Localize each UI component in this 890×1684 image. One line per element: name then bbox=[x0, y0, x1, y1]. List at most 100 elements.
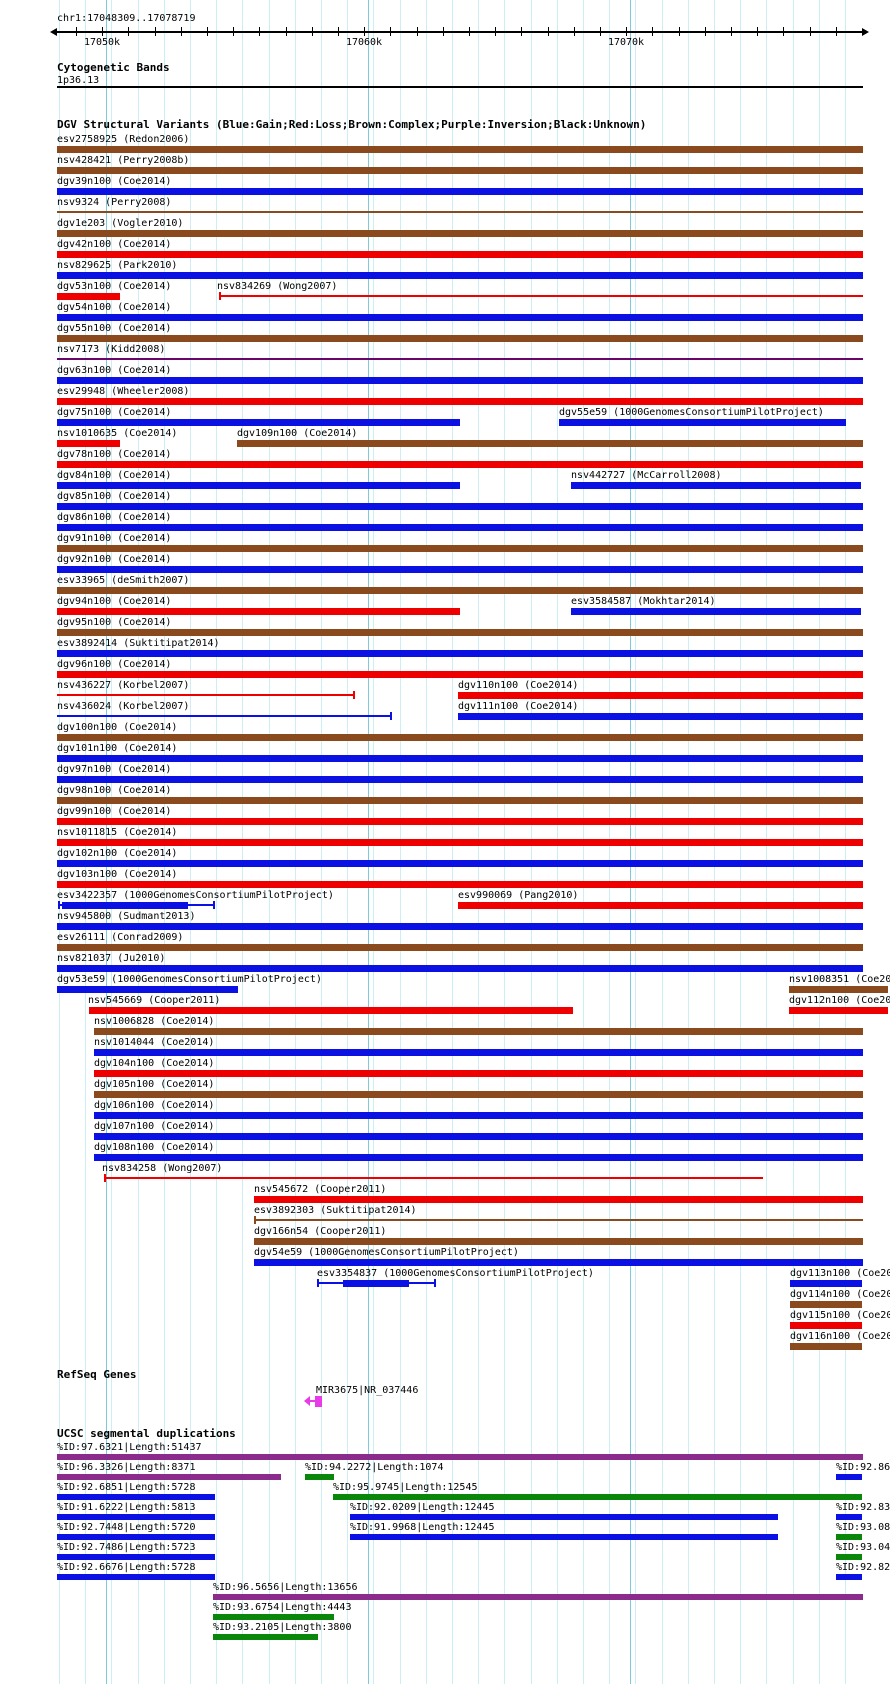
variant-bar[interactable] bbox=[57, 377, 863, 384]
segdup-bar[interactable] bbox=[350, 1514, 778, 1520]
variant-bar[interactable] bbox=[57, 188, 863, 195]
variant-bar[interactable] bbox=[571, 482, 861, 489]
segdup-bar[interactable] bbox=[213, 1634, 318, 1640]
cytogenetic-band-bar[interactable] bbox=[57, 86, 863, 88]
variant-label: nsv545672 (Cooper2011) bbox=[254, 1184, 387, 1195]
segdup-bar[interactable] bbox=[350, 1534, 778, 1540]
variant-bar[interactable] bbox=[789, 1007, 888, 1014]
variant-bar[interactable] bbox=[57, 440, 120, 447]
variant-bar[interactable] bbox=[94, 1070, 863, 1077]
variant-bar[interactable] bbox=[57, 839, 863, 846]
variant-bar[interactable] bbox=[94, 1091, 863, 1098]
variant-end-tick bbox=[254, 1216, 256, 1224]
variant-bar[interactable] bbox=[57, 755, 863, 762]
segdup-bar[interactable] bbox=[305, 1474, 334, 1480]
segdup-bar[interactable] bbox=[836, 1534, 862, 1540]
variant-bar[interactable] bbox=[254, 1196, 863, 1203]
variant-bar[interactable] bbox=[57, 398, 863, 405]
variant-bar[interactable] bbox=[94, 1028, 863, 1035]
segdup-bar[interactable] bbox=[213, 1594, 863, 1600]
variant-label: dgv98n100 (Coe2014) bbox=[57, 785, 172, 796]
variant-bar[interactable] bbox=[458, 692, 863, 699]
ruler-tick bbox=[102, 27, 104, 36]
variant-label: nsv829625 (Park2010) bbox=[57, 260, 178, 271]
variant-bar[interactable] bbox=[559, 419, 846, 426]
variant-label: nsv945800 (Sudmant2013) bbox=[57, 911, 196, 922]
segdup-label: %ID:97.6321|Length:51437 bbox=[57, 1442, 202, 1453]
variant-bar[interactable] bbox=[94, 1049, 863, 1056]
variant-bar[interactable] bbox=[57, 650, 863, 657]
variant-bar[interactable] bbox=[57, 293, 120, 300]
variant-bar[interactable] bbox=[57, 167, 863, 174]
segdup-bar[interactable] bbox=[836, 1554, 862, 1560]
variant-bar[interactable] bbox=[57, 818, 863, 825]
variant-whisker-box[interactable] bbox=[343, 1280, 409, 1287]
variant-bar[interactable] bbox=[57, 545, 863, 552]
variant-bar[interactable] bbox=[458, 902, 863, 909]
variant-bar[interactable] bbox=[57, 776, 863, 783]
variant-bar[interactable] bbox=[57, 566, 863, 573]
variant-bar[interactable] bbox=[57, 944, 863, 951]
variant-bar[interactable] bbox=[57, 734, 863, 741]
variant-bar[interactable] bbox=[789, 986, 888, 993]
variant-whisker-box[interactable] bbox=[62, 902, 188, 909]
variant-bar[interactable] bbox=[57, 587, 863, 594]
variant-bar[interactable] bbox=[237, 440, 863, 447]
variant-bar[interactable] bbox=[57, 230, 863, 237]
variant-bar[interactable] bbox=[57, 419, 460, 426]
variant-bar[interactable] bbox=[254, 1259, 863, 1266]
segdup-bar[interactable] bbox=[213, 1614, 334, 1620]
variant-bar[interactable] bbox=[57, 881, 863, 888]
variant-bar[interactable] bbox=[94, 1133, 863, 1140]
variant-bar[interactable] bbox=[94, 1112, 863, 1119]
segdup-bar[interactable] bbox=[836, 1574, 862, 1580]
variant-bar[interactable] bbox=[57, 860, 863, 867]
variant-bar[interactable] bbox=[57, 482, 460, 489]
segdup-bar[interactable] bbox=[836, 1514, 862, 1520]
variant-bar[interactable] bbox=[57, 671, 863, 678]
variant-thin-line[interactable] bbox=[57, 358, 863, 360]
variant-bar[interactable] bbox=[57, 335, 863, 342]
variant-bar[interactable] bbox=[57, 461, 863, 468]
variant-thin-line[interactable] bbox=[254, 1219, 863, 1221]
variant-bar[interactable] bbox=[790, 1343, 862, 1350]
gene-intron-line bbox=[308, 1400, 316, 1402]
segdup-bar[interactable] bbox=[57, 1534, 215, 1540]
variant-thin-line[interactable] bbox=[57, 694, 355, 696]
segdup-bar[interactable] bbox=[57, 1514, 215, 1520]
variant-bar[interactable] bbox=[57, 524, 863, 531]
gene-exon-block[interactable] bbox=[315, 1396, 322, 1407]
variant-bar[interactable] bbox=[57, 986, 238, 993]
variant-bar[interactable] bbox=[57, 503, 863, 510]
segdup-label: %ID:92.7486|Length:5723 bbox=[57, 1542, 196, 1553]
segdup-label: %ID:92.6851|Length:5728 bbox=[57, 1482, 196, 1493]
segdup-bar[interactable] bbox=[57, 1494, 215, 1500]
segdup-bar[interactable] bbox=[57, 1554, 215, 1560]
variant-bar[interactable] bbox=[57, 923, 863, 930]
variant-bar[interactable] bbox=[89, 1007, 573, 1014]
segdup-bar[interactable] bbox=[333, 1494, 862, 1500]
variant-bar[interactable] bbox=[57, 608, 460, 615]
segdup-bar[interactable] bbox=[57, 1454, 863, 1460]
variant-bar[interactable] bbox=[790, 1301, 862, 1308]
variant-thin-line[interactable] bbox=[57, 715, 392, 717]
segdup-bar[interactable] bbox=[57, 1474, 281, 1480]
segdup-bar[interactable] bbox=[57, 1574, 215, 1580]
variant-bar[interactable] bbox=[57, 314, 863, 321]
variant-bar[interactable] bbox=[57, 251, 863, 258]
variant-bar[interactable] bbox=[790, 1280, 862, 1287]
variant-bar[interactable] bbox=[57, 965, 863, 972]
variant-bar[interactable] bbox=[57, 146, 863, 153]
variant-bar[interactable] bbox=[57, 797, 863, 804]
variant-bar[interactable] bbox=[790, 1322, 862, 1329]
variant-thin-line[interactable] bbox=[57, 211, 863, 213]
variant-bar[interactable] bbox=[571, 608, 861, 615]
variant-bar[interactable] bbox=[57, 629, 863, 636]
variant-bar[interactable] bbox=[254, 1238, 863, 1245]
variant-thin-line[interactable] bbox=[219, 295, 863, 297]
segdup-bar[interactable] bbox=[836, 1474, 862, 1480]
variant-bar[interactable] bbox=[57, 272, 863, 279]
variant-thin-line[interactable] bbox=[104, 1177, 763, 1179]
variant-bar[interactable] bbox=[94, 1154, 863, 1161]
variant-bar[interactable] bbox=[458, 713, 863, 720]
